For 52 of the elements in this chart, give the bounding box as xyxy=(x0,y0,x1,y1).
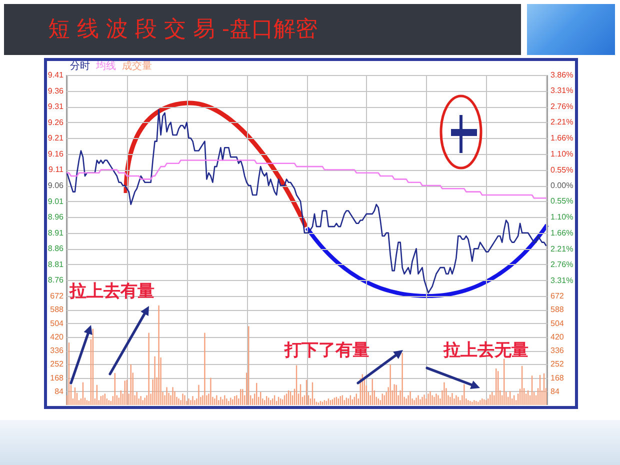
y-tick-label: 9.36 xyxy=(48,86,64,96)
y-tick-label: 420 xyxy=(50,332,64,342)
y2-tick-label: 0.00% xyxy=(550,181,574,190)
y-tick-label: 9.06 xyxy=(48,181,64,190)
y2-tick-label: 336 xyxy=(550,346,564,355)
y-tick-label: 9.26 xyxy=(48,118,64,127)
y-tick-label: 672 xyxy=(50,292,64,300)
y2-tick-label: 588 xyxy=(550,305,564,314)
y2-tick-label: 0.55% xyxy=(550,165,574,174)
y-tick-label: 8.96 xyxy=(48,212,64,222)
y-tick-label: 9.01 xyxy=(48,196,64,206)
y-tick-label: 8.76 xyxy=(48,276,64,285)
y-tick-label: 9.16 xyxy=(48,149,64,158)
y-tick-label: 9.31 xyxy=(48,102,64,112)
y-tick-label: 9.11 xyxy=(48,165,64,174)
y2-tick-label: 1.10% xyxy=(550,150,574,159)
y-tick-label: 588 xyxy=(50,305,64,314)
y-tick-label: 252 xyxy=(50,360,64,369)
text: 分时 xyxy=(70,61,90,72)
y2-tick-label: 2.21% xyxy=(550,118,574,127)
y2-tick-label: 2.76% xyxy=(550,102,574,111)
text: 均线 xyxy=(96,61,116,72)
y-tick-label: 8.86 xyxy=(48,244,64,254)
y-tick-label: 336 xyxy=(50,346,64,355)
y2-tick-label: 2.21% xyxy=(550,244,574,254)
y2-tick-label: 3.31% xyxy=(550,86,574,96)
line-series xyxy=(66,160,547,199)
y2-tick-label: 1.66% xyxy=(550,133,574,142)
y-tick-label: 8.81 xyxy=(48,260,64,269)
y-tick-label: 504 xyxy=(50,318,64,328)
y2-tick-label: 672 xyxy=(550,292,564,300)
y2-tick-label: 2.76% xyxy=(550,260,574,270)
y-tick-label: 168 xyxy=(50,373,64,382)
y2-tick-label: 252 xyxy=(550,360,564,369)
y2-tick-label: 3.31% xyxy=(550,276,574,285)
y2-tick-label: 1.66% xyxy=(550,228,574,238)
y2-tick-label: 420 xyxy=(550,332,564,342)
y-tick-label: 84 xyxy=(54,386,64,396)
y2-tick-label: 0.55% xyxy=(550,196,574,206)
chart-title: 短 线 波 段 交 易 -盘口解密 xyxy=(48,16,318,44)
annotation: 打下了有量 xyxy=(284,340,370,360)
y-tick-label: 9.41 xyxy=(48,70,64,80)
y2-tick-label: 504 xyxy=(550,318,564,328)
text: 成交量 xyxy=(122,61,152,72)
y2-tick-label: 168 xyxy=(550,373,564,382)
y2-tick-label: 1.10% xyxy=(550,212,574,222)
y2-tick-label: 3.86% xyxy=(550,70,574,80)
annotation: 拉上去有量 xyxy=(70,282,154,302)
annotation: 拉上去无量 xyxy=(444,340,528,360)
y2-tick-label: 84 xyxy=(550,386,560,396)
y-tick-label: 8.91 xyxy=(48,228,64,238)
y-tick-label: 9.21 xyxy=(48,134,64,143)
